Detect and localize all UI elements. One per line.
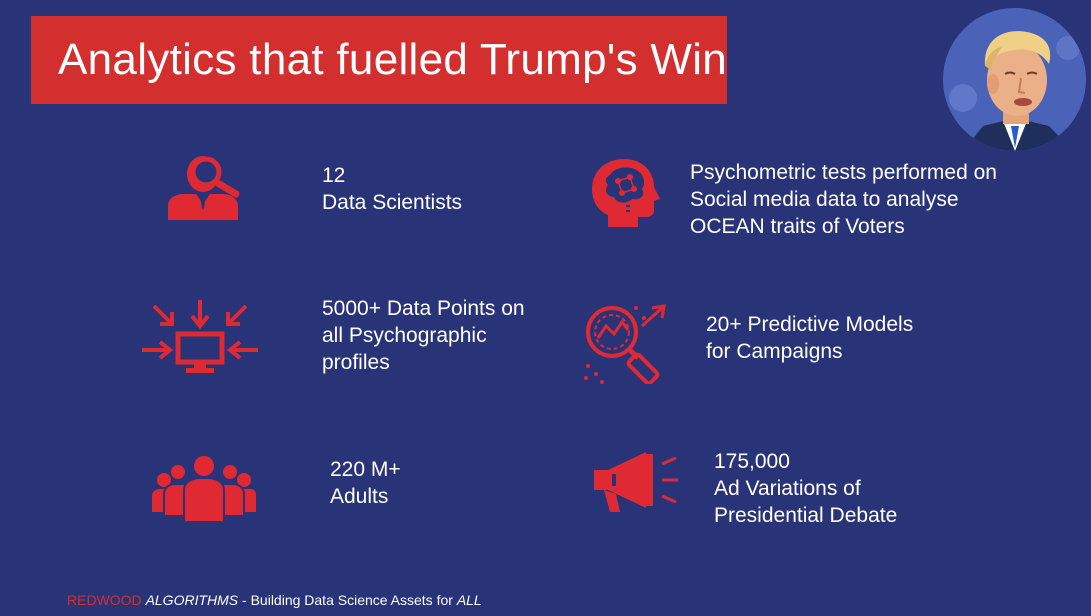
footer-tagline-italic: ALL — [456, 592, 482, 608]
fact-line: profiles — [322, 351, 390, 374]
brain-head-icon — [586, 155, 662, 229]
fact-line: 220 M+ — [330, 458, 401, 481]
fact-psychometric: Psychometric tests performed on Social m… — [690, 159, 997, 240]
data-points-monitor-icon — [142, 298, 258, 376]
fact-line: 175,000 — [714, 450, 790, 473]
fact-line: Data Scientists — [322, 191, 463, 214]
megaphone-icon — [590, 450, 682, 516]
slide-title: Analytics that fuelled Trump's Win — [58, 35, 728, 84]
fact-line: Ad Variations of — [714, 477, 861, 500]
fact-line: 5000+ Data Points on — [322, 297, 525, 320]
fact-line: Presidential Debate — [714, 504, 898, 527]
footer-brand-italic: ALGORITHMS — [145, 592, 239, 608]
footer-brand: REDWOOD — [67, 592, 142, 608]
people-group-icon — [150, 454, 258, 522]
fact-line: Adults — [330, 485, 389, 508]
portrait-photo — [943, 8, 1086, 151]
fact-predictive-models: 20+ Predictive Models for Campaigns — [706, 311, 913, 365]
fact-line: for Campaigns — [706, 340, 843, 363]
fact-adults: 220 M+ Adults — [330, 456, 401, 510]
title-banner: Analytics that fuelled Trump's Win — [31, 16, 727, 104]
fact-line: all Psychographic — [322, 324, 487, 347]
fact-line: OCEAN traits of Voters — [690, 215, 905, 238]
portrait-illustration — [943, 8, 1086, 151]
fact-ad-variations: 175,000 Ad Variations of Presidential De… — [714, 448, 897, 529]
footer: REDWOOD ALGORITHMS - Building Data Scien… — [67, 592, 482, 608]
fact-data-scientists: 12 Data Scientists — [322, 162, 462, 216]
footer-tagline: - Building Data Science Assets for — [238, 592, 457, 608]
fact-data-points: 5000+ Data Points on all Psychographic p… — [322, 295, 525, 376]
fact-line: 20+ Predictive Models — [706, 313, 914, 336]
fact-line: Psychometric tests performed on — [690, 161, 997, 184]
fact-line: 12 — [322, 164, 346, 187]
fact-line: Social media data to analyse — [690, 188, 959, 211]
predictive-analytics-icon — [582, 302, 672, 384]
data-scientist-icon — [166, 152, 242, 222]
